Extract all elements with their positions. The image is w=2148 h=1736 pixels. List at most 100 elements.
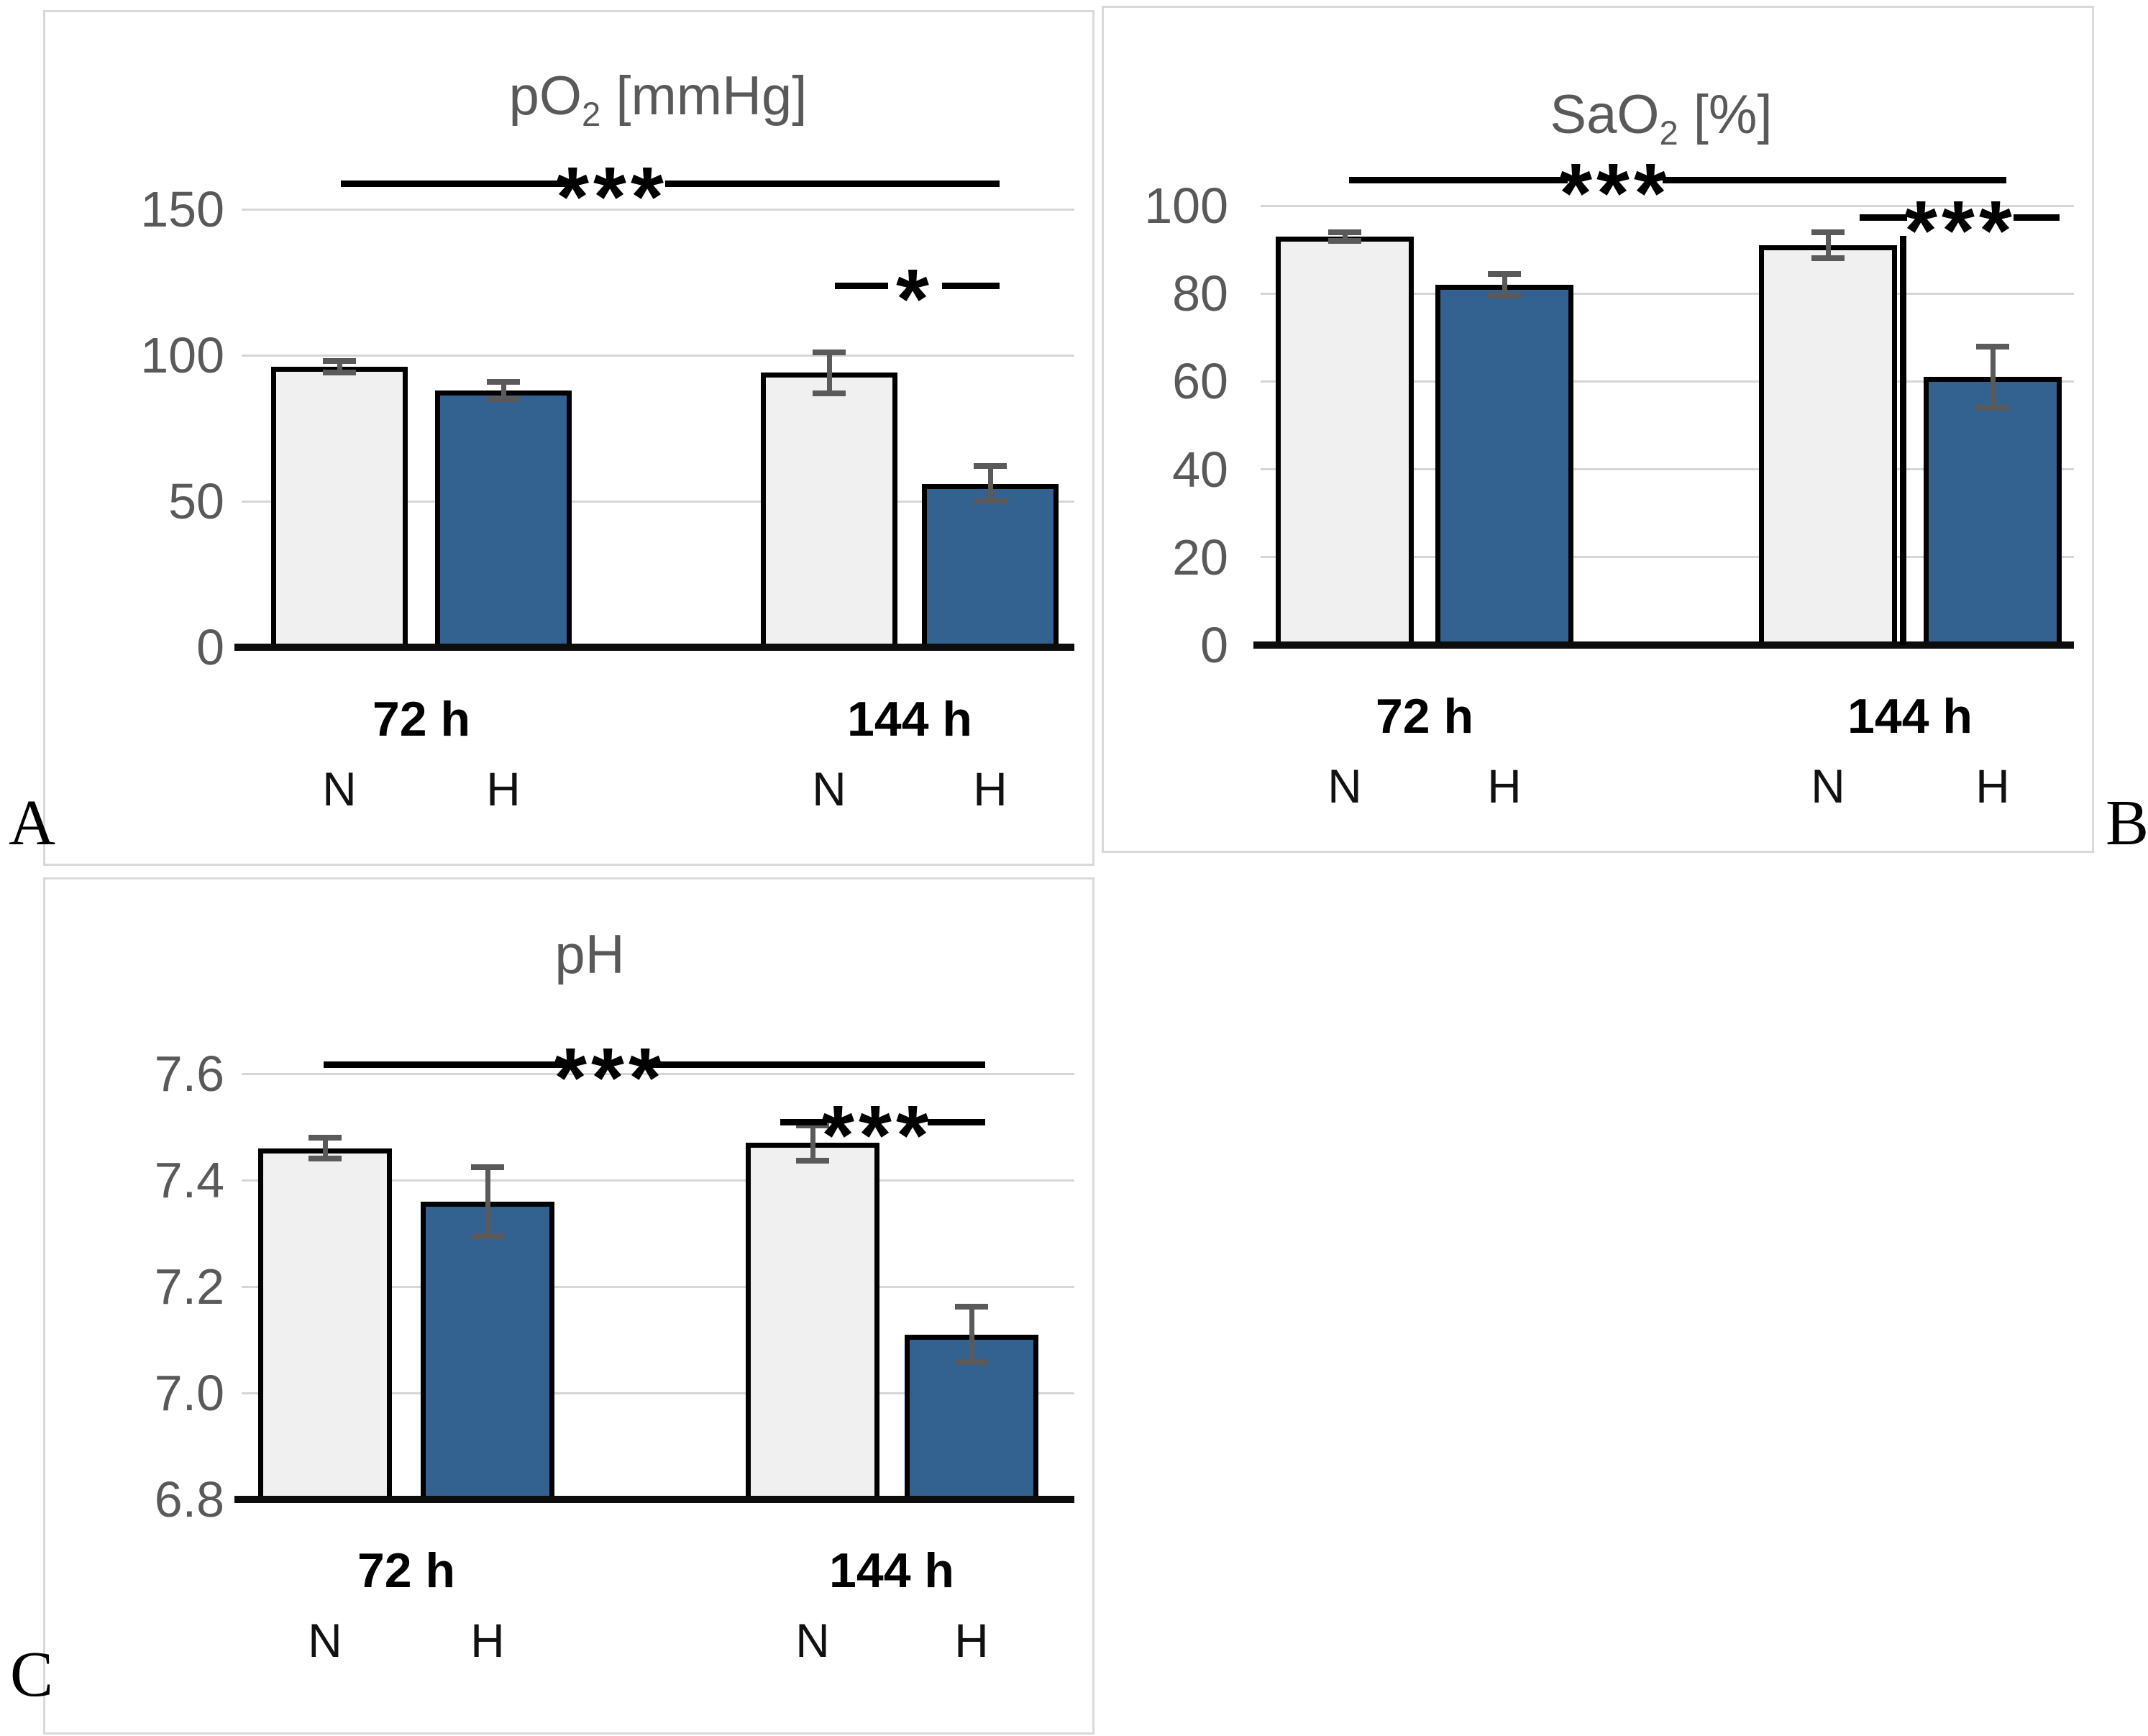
error-bar	[501, 381, 506, 399]
error-bar-cap-bottom	[974, 498, 1007, 504]
condition-label: H	[973, 762, 1007, 816]
condition-label: N	[795, 1614, 830, 1667]
significance-line	[651, 1061, 985, 1068]
panel-c	[43, 877, 1094, 1735]
bar-72h-H	[421, 1201, 554, 1502]
error-bar	[826, 352, 832, 393]
error-bar-cap-top	[471, 1164, 504, 1170]
significance-label: *	[896, 251, 933, 347]
error-bar-cap-bottom	[796, 1157, 829, 1164]
condition-label: N	[1327, 759, 1362, 813]
bar-72h-N	[1276, 236, 1414, 648]
significance-line	[1349, 176, 1568, 183]
group-label: 144 h	[1847, 689, 1973, 744]
y-tick-label: 0	[196, 619, 224, 675]
gridline	[242, 208, 1074, 211]
condition-label: H	[1975, 759, 2010, 813]
bar-72h-N	[258, 1148, 392, 1502]
y-tick-label: 6.8	[154, 1471, 224, 1527]
y-tick-label: 100	[1144, 178, 1228, 234]
group-label: 72 h	[1375, 689, 1474, 744]
significance-line	[780, 1118, 827, 1125]
bar-144h-N	[1759, 245, 1897, 648]
gridline	[242, 354, 1074, 357]
gridline	[242, 500, 1074, 503]
y-tick-label: 150	[140, 181, 224, 237]
significance-line	[341, 180, 568, 187]
error-bar-cap-top	[1328, 229, 1361, 235]
gridline	[242, 1285, 1074, 1288]
gridline	[242, 1392, 1074, 1394]
gridline	[242, 1179, 1074, 1182]
gridline	[1261, 556, 2074, 559]
y-tick-label: 7.6	[154, 1046, 224, 1102]
significance-line	[1663, 176, 2006, 183]
error-bar-cap-bottom	[1488, 293, 1521, 299]
condition-label: N	[1811, 759, 1845, 813]
gridline	[1261, 380, 2074, 383]
error-bar	[1990, 346, 1996, 408]
y-tick-label: 50	[168, 473, 224, 529]
error-bar-cap-bottom	[955, 1359, 988, 1366]
panel-letter-c: C	[10, 1639, 54, 1710]
chart-title-sao2: SaO2 [%]	[1550, 85, 1772, 152]
panel-letter-b: B	[2106, 787, 2148, 859]
error-bar-cap-top	[955, 1304, 988, 1310]
axis-baseline	[234, 644, 1074, 651]
chart-title-sao2-text: SaO	[1550, 84, 1660, 145]
chart-title-sao2-unit: [%]	[1678, 84, 1773, 145]
y-tick-label: 7.2	[154, 1258, 224, 1315]
significance-line	[942, 282, 1000, 289]
y-tick-label: 0	[1200, 617, 1228, 673]
significance-line	[324, 1061, 567, 1068]
significance-label: ***	[1559, 145, 1671, 241]
chart-title-po2-text: pO	[508, 65, 582, 127]
chart-title-ph-text: pH	[554, 924, 625, 985]
error-bar-cap-top	[813, 349, 846, 355]
y-tick-label: 7.0	[154, 1365, 224, 1421]
gridline	[1261, 204, 2074, 207]
group-label: 72 h	[357, 1543, 456, 1598]
error-bar-cap-bottom	[323, 370, 356, 376]
condition-label: H	[954, 1614, 989, 1667]
axis-baseline	[234, 1496, 1074, 1503]
bar-144h-H	[1924, 377, 2062, 648]
significance-line	[1860, 214, 1907, 221]
error-bar-cap-bottom	[813, 390, 846, 396]
significance-label: ***	[556, 149, 668, 245]
condition-label: N	[308, 1614, 342, 1667]
bar-144h-N	[746, 1143, 879, 1502]
chart-title-po2: pO2 [mmHg]	[509, 66, 808, 133]
error-bar	[969, 1307, 974, 1363]
significance-line	[835, 282, 888, 289]
bar-72h-N	[271, 367, 408, 650]
error-bar-cap-bottom	[1328, 237, 1361, 244]
error-bar-cap-bottom	[487, 396, 520, 402]
error-bar	[810, 1125, 815, 1161]
axis-baseline	[1253, 641, 2074, 649]
condition-label: H	[1487, 759, 1522, 813]
y-tick-label: 20	[1172, 529, 1228, 585]
significance-line	[2014, 214, 2060, 221]
group-label: 72 h	[372, 692, 471, 746]
error-bar	[1342, 232, 1348, 241]
significance-label: ***	[821, 1087, 933, 1183]
y-tick-label: 7.4	[154, 1152, 224, 1208]
error-bar-cap-bottom	[1976, 405, 2009, 411]
error-bar	[337, 361, 342, 373]
group-label: 144 h	[847, 692, 972, 746]
error-bar-cap-top	[1488, 270, 1521, 277]
error-bar-cap-top	[323, 358, 356, 365]
error-bar	[1502, 273, 1507, 296]
y-tick-label: 100	[140, 327, 224, 383]
significance-line	[665, 180, 1000, 187]
error-bar-cap-top	[974, 463, 1007, 470]
error-bar-cap-top	[487, 378, 520, 385]
y-tick-label: 80	[1172, 265, 1228, 322]
significance-drop-line	[1899, 236, 1906, 645]
group-label: 144 h	[829, 1543, 954, 1598]
condition-label: N	[812, 762, 846, 816]
error-bar	[322, 1137, 328, 1159]
bar-72h-H	[1435, 284, 1573, 648]
